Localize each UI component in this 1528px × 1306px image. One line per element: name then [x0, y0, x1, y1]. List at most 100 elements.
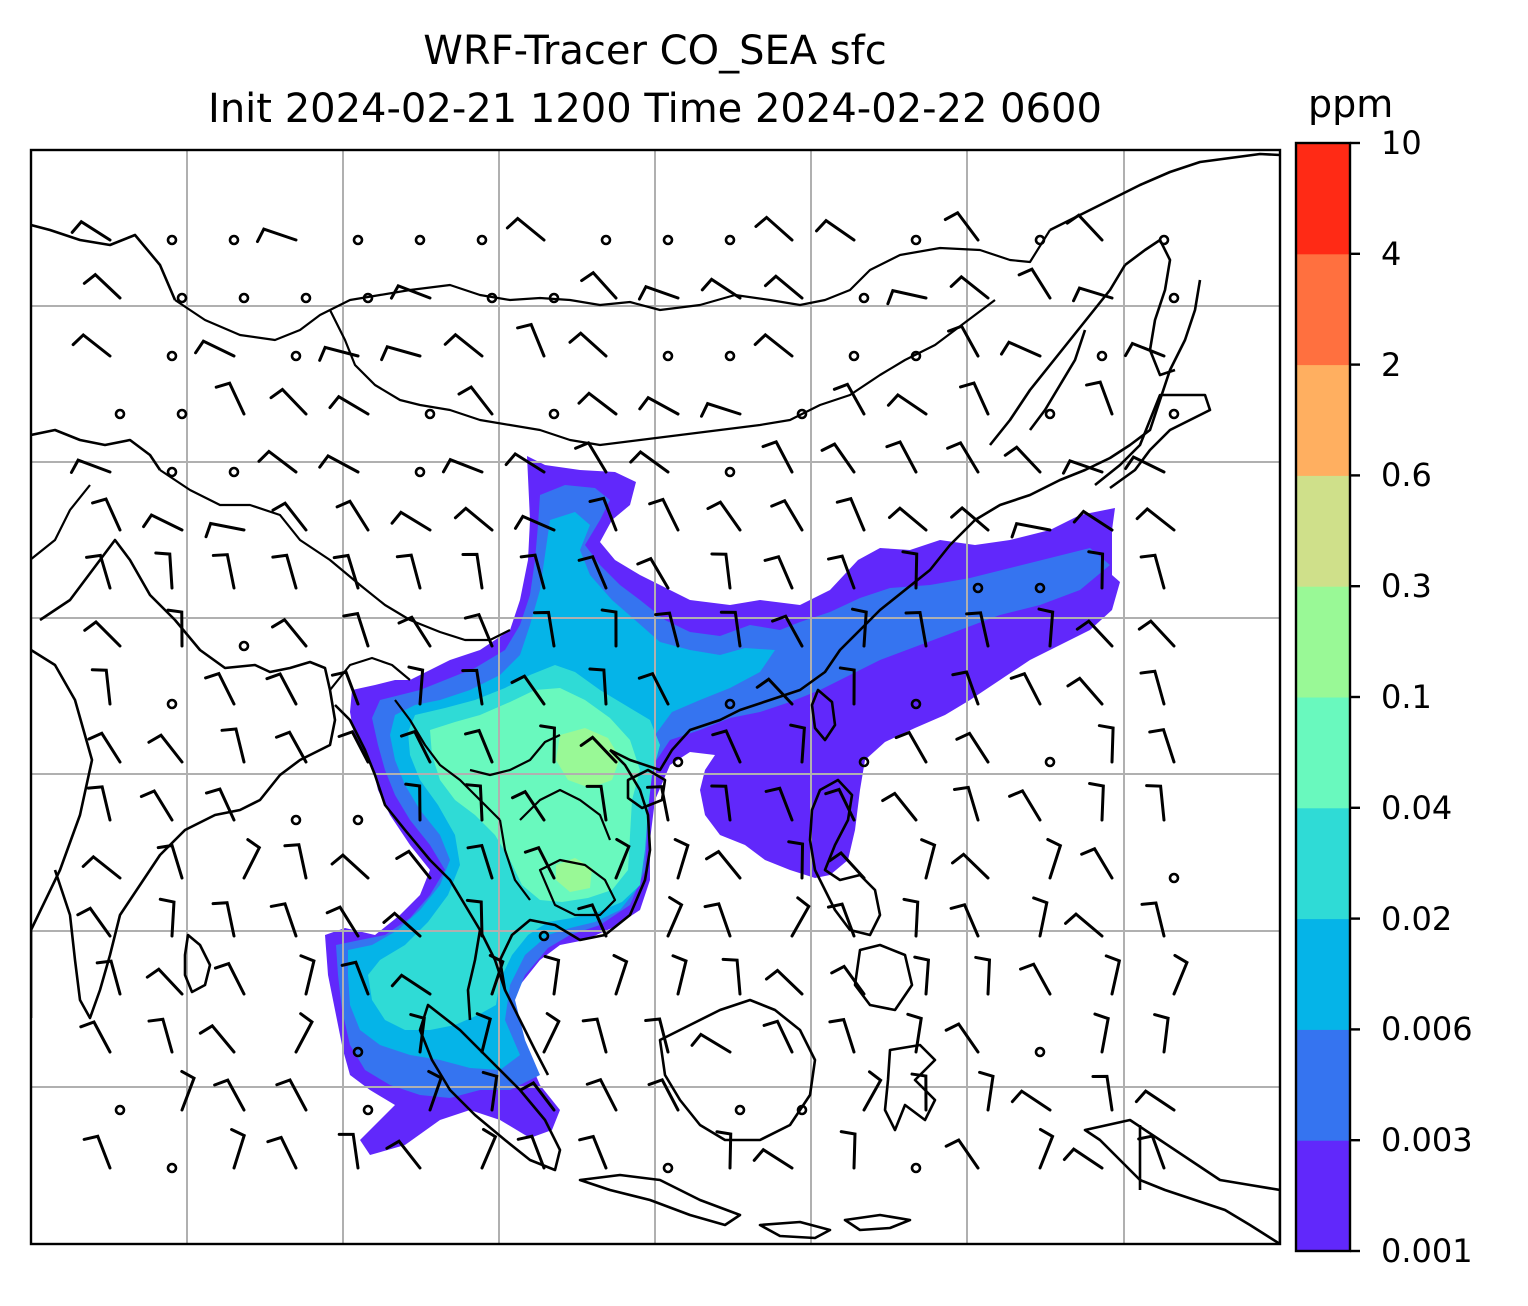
wind-barb: [755, 677, 794, 706]
wind-barb: [585, 784, 608, 822]
wind-barb: [318, 345, 360, 362]
wind-barb: [902, 897, 920, 938]
wind-barb: [901, 550, 919, 590]
wind-barb: [943, 210, 980, 242]
calm-wind-marker: [176, 408, 188, 420]
calm-wind-marker: [910, 698, 922, 710]
wind-barb: [90, 668, 112, 706]
colorbar-segment: [1296, 475, 1350, 587]
wind-barb: [638, 395, 680, 416]
colorbar-segment: [1296, 143, 1350, 255]
wind-barb: [519, 1080, 556, 1112]
wind-barb: [211, 901, 236, 938]
calm-wind-marker: [352, 814, 364, 826]
wind-barb: [647, 1078, 680, 1112]
calm-wind-marker: [538, 930, 550, 942]
wind-barb: [950, 505, 990, 532]
calm-wind-marker: [548, 292, 560, 304]
wind-barb: [453, 506, 494, 532]
colorbar-units: ppm: [1308, 82, 1394, 126]
colorbar-tick-label: 4: [1381, 234, 1402, 273]
calm-wind-marker: [662, 234, 674, 246]
wind-barb: [1140, 901, 1166, 938]
wind-barb: [397, 615, 432, 648]
wind-barb: [79, 1020, 112, 1054]
calm-wind-marker: [662, 350, 674, 362]
wind-barb: [481, 1070, 499, 1112]
calm-wind-marker: [1034, 1046, 1046, 1058]
wind-barb: [944, 1022, 980, 1054]
wind-barb: [886, 392, 928, 416]
calm-wind-marker: [114, 1104, 126, 1116]
calm-wind-marker: [548, 408, 560, 420]
calm-wind-marker: [724, 466, 736, 478]
wind-barb: [787, 840, 805, 880]
calm-wind-marker: [228, 234, 240, 246]
colorbar: [1294, 141, 1360, 1253]
calm-wind-marker: [910, 1162, 922, 1174]
wind-barb: [328, 394, 370, 416]
calm-wind-marker: [238, 292, 250, 304]
wind-barb: [1072, 509, 1114, 532]
calm-wind-marker: [1168, 408, 1180, 420]
wind-barb: [204, 521, 246, 539]
wind-barb: [894, 730, 928, 764]
wind-barb: [70, 219, 112, 242]
wind-barb: [1148, 727, 1176, 764]
wind-barb: [395, 849, 432, 880]
calm-wind-marker: [910, 234, 922, 246]
wind-barb: [952, 785, 980, 822]
calm-wind-marker: [166, 698, 178, 710]
calm-wind-marker: [424, 408, 436, 420]
wind-barb: [1010, 521, 1052, 539]
wind-barb: [242, 838, 262, 880]
wind-barb: [230, 1128, 246, 1170]
wind-barb: [612, 953, 629, 996]
calm-wind-marker: [114, 408, 126, 420]
wind-barb: [648, 497, 680, 532]
calm-wind-marker: [166, 1162, 178, 1174]
wind-barb: [542, 1012, 561, 1054]
wind-barb: [139, 789, 174, 822]
wind-barb: [1046, 837, 1063, 880]
wind-barb: [269, 387, 308, 416]
wind-barb: [851, 607, 868, 648]
calm-wind-marker: [724, 350, 736, 362]
wind-barb: [516, 322, 546, 358]
colorbar-segment: [1296, 918, 1350, 1030]
wind-barb: [887, 506, 928, 532]
colorbar-segment: [1296, 807, 1350, 920]
wind-barb: [1087, 550, 1105, 590]
wind-barb: [516, 1134, 546, 1170]
wind-barb: [211, 553, 236, 590]
wind-barb: [82, 1134, 112, 1170]
wind-barb: [330, 853, 370, 880]
wind-barb: [86, 785, 112, 822]
wind-barb: [1064, 912, 1104, 938]
wind-barb: [1172, 953, 1189, 996]
wind-barb: [81, 854, 122, 880]
wind-barb: [407, 665, 425, 706]
wind-barb: [1153, 1013, 1170, 1054]
wind-barb: [523, 845, 556, 880]
wind-barb: [764, 786, 794, 822]
calm-wind-marker: [1044, 408, 1056, 420]
wind-barb: [330, 670, 360, 706]
wind-barb: [580, 270, 618, 300]
wind-barb: [95, 959, 122, 996]
colorbar-tick-label: 0.001: [1381, 1232, 1473, 1270]
calm-wind-marker: [414, 234, 426, 246]
wind-barb: [588, 496, 618, 532]
map-panel: [31, 150, 1280, 1244]
wind-barb: [255, 227, 298, 244]
wind-barb: [340, 960, 370, 996]
wind-barb: [711, 729, 742, 764]
wind-barb: [1075, 619, 1114, 648]
wind-barb: [999, 340, 1042, 358]
wind-barb: [390, 510, 432, 532]
wind-barb: [510, 789, 546, 822]
wind-barb: [1010, 1089, 1052, 1112]
wind-barb: [142, 513, 184, 532]
wind-barb: [978, 1070, 995, 1112]
